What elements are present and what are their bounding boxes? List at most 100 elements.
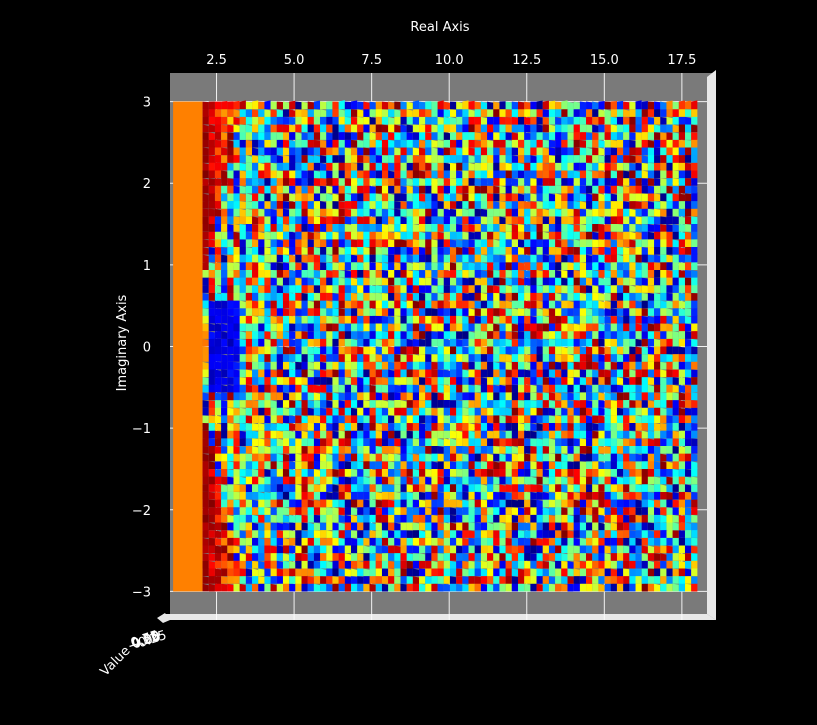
surface-cell	[610, 406, 617, 416]
surface-cell	[561, 192, 568, 202]
surface-cell	[276, 438, 284, 446]
surface-cell	[425, 384, 432, 393]
surface-cell	[511, 353, 518, 362]
surface-cell	[245, 506, 253, 515]
surface-cell	[264, 491, 271, 500]
surface-cell	[666, 269, 673, 278]
surface-cell	[270, 522, 277, 531]
surface-cell	[375, 383, 382, 393]
surface-cell	[468, 308, 475, 316]
surface-cell	[344, 345, 352, 355]
surface-cell	[474, 430, 481, 439]
surface-cell	[511, 224, 519, 232]
surface-cell	[598, 315, 605, 324]
surface-cell	[598, 208, 605, 217]
surface-cell	[431, 223, 438, 232]
surface-cell	[283, 407, 290, 416]
surface-cell	[462, 437, 469, 447]
surface-cell	[338, 269, 345, 278]
surface-cell	[449, 216, 457, 225]
surface-cell	[641, 139, 648, 148]
surface-cell	[647, 237, 655, 248]
surface-cell	[561, 314, 568, 324]
surface-cell	[245, 323, 253, 332]
surface-cell	[363, 269, 370, 278]
surface-cell	[450, 353, 457, 362]
surface-cell	[276, 329, 283, 339]
surface-cell	[480, 116, 488, 125]
surface-cell	[307, 468, 314, 477]
surface-cell	[511, 208, 518, 217]
surface-cell	[598, 269, 605, 278]
surface-cell	[493, 139, 500, 148]
surface-cell	[524, 461, 531, 469]
surface-cell	[326, 446, 333, 454]
surface-cell	[468, 483, 475, 492]
surface-cell	[524, 522, 531, 531]
surface-cell	[202, 415, 209, 424]
surface-cell	[505, 499, 512, 508]
surface-cell	[604, 277, 611, 286]
surface-cell	[289, 576, 296, 584]
surface-cell	[369, 421, 376, 431]
surface-cell	[400, 291, 407, 301]
surface-cell	[301, 192, 308, 202]
surface-cell	[616, 269, 624, 278]
surface-cell	[548, 552, 556, 561]
surface-cell	[326, 536, 333, 546]
surface-cell	[400, 437, 407, 446]
surface-cell	[641, 116, 648, 125]
surface-cell	[245, 185, 253, 194]
surface-cell	[511, 361, 519, 370]
surface-cell	[295, 308, 302, 316]
surface-cell	[555, 384, 562, 393]
surface-cell	[388, 353, 395, 362]
surface-cell	[672, 353, 679, 362]
surface-cell	[561, 161, 568, 171]
surface-cell	[233, 475, 240, 485]
surface-cell	[499, 354, 506, 362]
surface-cell	[301, 384, 308, 393]
surface-cell	[474, 353, 481, 362]
surface-cell	[295, 178, 302, 186]
surface-cell	[462, 337, 469, 347]
surface-cell	[245, 361, 253, 370]
surface-cell	[326, 291, 333, 301]
surface-cell	[573, 307, 580, 316]
surface-cell	[468, 423, 475, 431]
surface-cell	[610, 445, 617, 454]
surface-cell	[400, 178, 407, 186]
surface-cell	[425, 522, 432, 531]
surface-cell	[666, 109, 673, 117]
surface-cell	[270, 407, 277, 416]
surface-cell	[326, 254, 333, 263]
surface-cell	[437, 231, 444, 240]
surface-cell	[214, 315, 222, 324]
surface-cell	[493, 216, 500, 225]
surface-cell	[289, 323, 296, 332]
surface-cell	[623, 330, 630, 339]
surface-cell	[282, 155, 290, 163]
surface-cell	[400, 583, 407, 592]
surface-cell	[351, 354, 358, 362]
surface-cell	[641, 376, 648, 385]
surface-cell	[623, 109, 630, 117]
surface-cell	[363, 200, 370, 209]
surface-cell	[375, 132, 382, 140]
surface-cell	[357, 537, 364, 546]
surface-cell	[542, 383, 549, 393]
surface-cell	[301, 377, 308, 385]
surface-cell	[517, 499, 525, 508]
surface-cell	[245, 369, 253, 378]
surface-cell	[548, 400, 556, 408]
surface-cell	[270, 223, 277, 232]
surface-cell	[388, 514, 395, 523]
surface-cell	[548, 444, 556, 454]
surface-cell	[542, 446, 549, 454]
surface-cell	[394, 384, 401, 393]
surface-cell	[524, 475, 531, 485]
surface-cell	[598, 139, 605, 148]
surface-cell	[313, 155, 321, 163]
surface-cell	[493, 361, 500, 370]
surface-cell	[548, 223, 556, 232]
